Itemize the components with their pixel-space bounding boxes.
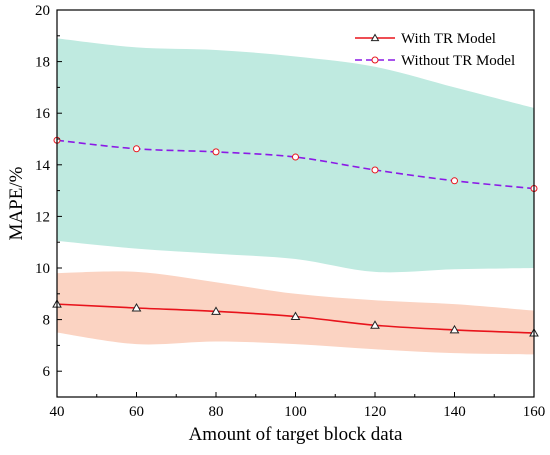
y-tick-label-16: 16 [35, 106, 51, 122]
y-tick-label-20: 20 [35, 3, 50, 19]
x-tick-label-140: 140 [443, 404, 466, 420]
data-point-series-1-60 [131, 302, 142, 312]
data-point-series-1-80 [211, 306, 221, 315]
y-tick-label-12: 12 [35, 209, 50, 225]
axes: 40 60 80 100 120 140 160 6 8 10 12 14 16 18 20 [35, 3, 545, 420]
data-point-series-2-80 [212, 148, 220, 156]
y-tick-label-8: 8 [43, 313, 51, 329]
x-tick-label-120: 120 [364, 404, 387, 420]
x-tick-label-40: 40 [50, 404, 65, 420]
y-tick-label-14: 14 [35, 158, 51, 174]
x-tick-label-100: 100 [284, 404, 307, 420]
y-axis-title: MAPE/% [6, 166, 27, 240]
series-markers [52, 136, 539, 337]
data-point-series-2-140 [451, 177, 458, 185]
data-point-series-2-120 [371, 166, 379, 174]
x-axis-title: Amount of target block data [189, 424, 403, 445]
legend-marker-1 [370, 33, 380, 42]
legend-label-1: With TR Model [401, 31, 496, 47]
legend: With TR Model Without TR Model [355, 31, 515, 69]
y-tick-label-10: 10 [35, 261, 50, 277]
data-point-series-1-120 [370, 320, 380, 329]
legend-label-2: Without TR Model [401, 53, 515, 69]
legend-marker-2 [371, 56, 379, 64]
data-point-series-2-60 [133, 145, 140, 153]
y-tick-label-6: 6 [43, 364, 51, 380]
x-tick-label-160: 160 [523, 404, 546, 420]
y-tick-label-18: 18 [35, 55, 50, 71]
x-tick-label-60: 60 [129, 404, 144, 420]
data-point-series-2-100 [292, 153, 299, 161]
data-point-series-1-100 [290, 311, 301, 321]
x-tick-label-80: 80 [209, 404, 224, 420]
data-point-series-1-140 [449, 324, 460, 334]
